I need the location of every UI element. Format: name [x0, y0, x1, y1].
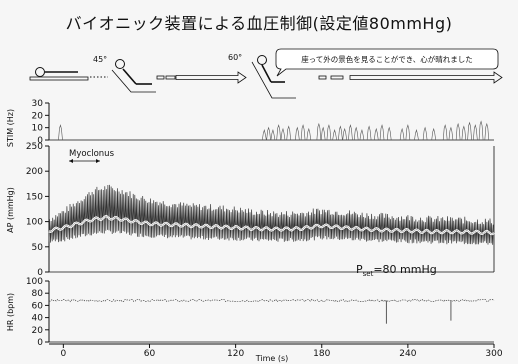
stim-burst — [379, 124, 385, 141]
myoclonus-annotation: Myoclonus — [69, 149, 115, 159]
pset-p: P — [356, 263, 363, 276]
hr-ytick-label: 100 — [26, 277, 43, 287]
ap-ytick-label: 50 — [32, 243, 44, 253]
tilt-45-figure-icon — [111, 59, 156, 93]
stim-panel: 0 10 20 30 — [32, 99, 494, 146]
stim-burst — [280, 127, 286, 141]
stim-burst — [266, 126, 271, 141]
x-tick-label: 180 — [313, 349, 330, 359]
x-tick-label: 120 — [227, 349, 244, 359]
x-axis: 0 60 120 180 240 300 — [49, 343, 503, 359]
stim-burst — [316, 122, 322, 141]
stim-burst — [320, 126, 326, 141]
hr-ytick-label: 40 — [32, 314, 44, 324]
stim-burst — [270, 129, 276, 141]
timeline-arrow-icon — [175, 71, 247, 84]
hr-ytick-label: 0 — [37, 338, 43, 348]
stim-ytick-label: 10 — [32, 124, 44, 134]
stim-burst — [359, 129, 365, 141]
stim-ytick-label: 30 — [32, 99, 44, 109]
tilt-60-figure-icon — [251, 55, 296, 99]
pset-value: =80 mmHg — [373, 263, 436, 276]
ap-pulsatile-series — [48, 184, 495, 245]
stim-marker-icon — [165, 75, 176, 80]
speech-bubble — [275, 48, 499, 77]
stim-burst — [286, 125, 292, 141]
stim-marker-icon — [318, 75, 327, 80]
ap-mean-core — [48, 215, 495, 235]
hr-panel: 0 20 40 60 80 100 — [26, 277, 495, 348]
stim-burst — [295, 126, 300, 141]
x-tick-label: 300 — [485, 349, 502, 359]
pset-label: Pset=80 mmHg — [356, 263, 437, 278]
stim-burst — [332, 129, 337, 141]
stim-burst — [405, 124, 411, 141]
stim-burst — [448, 126, 454, 141]
angle-60-label: 60° — [228, 53, 242, 62]
x-tick-label: 240 — [399, 349, 416, 359]
stim-burst — [386, 126, 392, 141]
stim-burst — [422, 126, 428, 141]
hr-line — [48, 298, 495, 303]
ap-ytick-label: 150 — [26, 192, 43, 202]
hr-ytick-label: 20 — [32, 326, 44, 336]
x-tick-label: 60 — [144, 349, 156, 359]
stim-burst — [461, 125, 467, 141]
ap-ytick-label: 100 — [26, 218, 43, 228]
stim-burst — [455, 122, 461, 141]
stim-burst — [478, 120, 484, 141]
stim-burst — [414, 129, 419, 141]
stim-burst — [473, 124, 478, 141]
stim-burst — [262, 129, 267, 141]
ap-ytick-label: 0 — [37, 268, 43, 278]
stim-burst — [300, 124, 306, 141]
ap-waveform — [48, 184, 494, 245]
stim-burst — [353, 126, 359, 141]
stim-ytick-label: 0 — [37, 136, 43, 146]
stim-marker-icon — [330, 75, 344, 80]
stim-marker-icon — [156, 75, 165, 80]
pset-sub: set — [363, 270, 374, 278]
ap-panel: 0 50 100 150 200 250 — [26, 142, 495, 278]
stim-burst — [342, 127, 348, 141]
stim-ylabel: STIM (Hz) — [6, 109, 15, 147]
ap-ylabel: AP (mmHg) — [6, 187, 15, 233]
stim-ytick-label: 20 — [32, 111, 44, 121]
hr-ylabel: HR (bpm) — [6, 293, 15, 331]
stim-burst — [348, 124, 353, 141]
stim-burst — [442, 124, 448, 141]
x-axis-label: Time (s) — [255, 354, 289, 363]
angle-45-label: 45° — [93, 55, 107, 64]
stim-series — [58, 120, 490, 141]
stim-burst — [338, 125, 343, 141]
speech-text: 座って外の景色を見ることができ、心が晴れました — [301, 54, 473, 64]
ap-ytick-label: 200 — [26, 167, 43, 177]
timeline-arrow-icon — [349, 71, 503, 84]
stim-burst — [366, 125, 372, 141]
ap-ytick-label: 250 — [26, 142, 43, 152]
hr-series — [48, 298, 495, 324]
stim-burst — [276, 124, 281, 141]
stim-burst — [306, 127, 312, 141]
stim-burst — [484, 122, 490, 141]
chart-title: バイオニック装置による血圧制御(設定値80mmHg) — [65, 14, 453, 33]
myoclonus-span-icon — [69, 159, 100, 163]
stim-burst — [431, 127, 437, 141]
stim-burst — [399, 127, 405, 141]
hr-ytick-label: 60 — [32, 301, 44, 311]
posture-illustrations: 45° 60° 座って外の景色を見ることができ、心が晴れました — [29, 48, 503, 99]
stim-burst — [58, 124, 63, 141]
stim-burst — [373, 127, 379, 141]
supine-figure-icon — [29, 67, 89, 81]
x-tick-label: 0 — [60, 349, 66, 359]
hr-ytick-label: 80 — [32, 289, 44, 299]
stim-burst — [467, 121, 472, 141]
stim-burst — [326, 124, 332, 141]
